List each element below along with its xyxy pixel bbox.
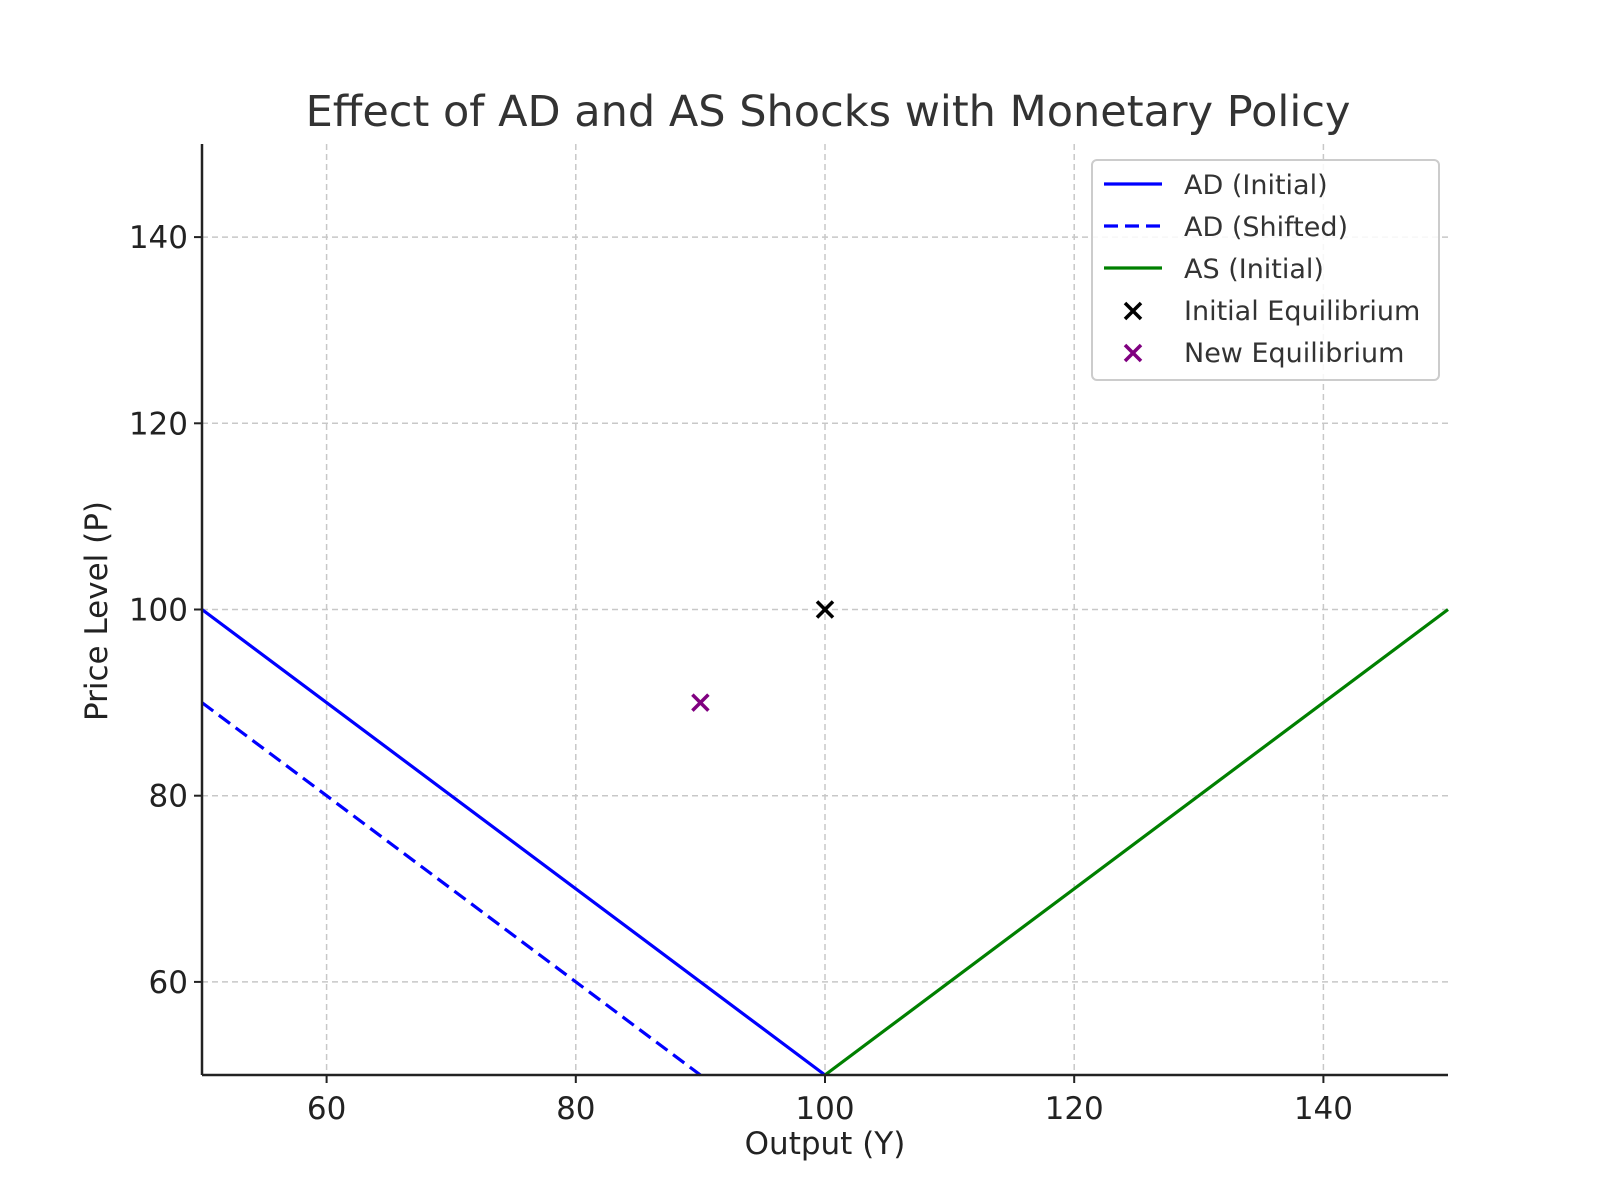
legend-item-ad-initial: AD (Initial) bbox=[1104, 170, 1328, 201]
legend-label-initial-equilibrium: Initial Equilibrium bbox=[1184, 296, 1420, 327]
series-layer bbox=[201, 600, 1449, 1077]
legend-label-new-equilibrium: New Equilibrium bbox=[1184, 338, 1404, 369]
legend-item-as-initial: AS (Initial) bbox=[1104, 254, 1324, 285]
marker-initial-equilibrium bbox=[815, 600, 835, 619]
chart-title: Effect of AD and AS Shocks with Monetary… bbox=[306, 87, 1351, 137]
legend-item-new-equilibrium: New Equilibrium bbox=[1123, 338, 1404, 369]
legend: AD (Initial) AD (Shifted) AS (Initial) Init… bbox=[1091, 159, 1440, 381]
series-as-initial bbox=[824, 608, 1449, 1077]
y-tick-label-100: 100 bbox=[129, 593, 188, 629]
legend-swatch-new-equilibrium bbox=[1123, 343, 1143, 363]
legend-item-ad-shifted: AD (Shifted) bbox=[1104, 212, 1348, 243]
y-tick-label-80: 80 bbox=[149, 779, 188, 815]
series-ad-initial bbox=[201, 608, 826, 1077]
legend-label-as-initial: AS (Initial) bbox=[1184, 254, 1324, 285]
legend-item-initial-equilibrium: Initial Equilibrium bbox=[1123, 296, 1420, 327]
legend-swatch-initial-equilibrium bbox=[1123, 301, 1143, 321]
y-tick-label-120: 120 bbox=[129, 406, 188, 442]
x-tick-label-120: 120 bbox=[1045, 1091, 1104, 1127]
ticks: 60 80 100 120 140 60 80 100 120 140 bbox=[129, 220, 1353, 1127]
x-axis-label: Output (Y) bbox=[745, 1126, 906, 1162]
x-tick-label-60: 60 bbox=[307, 1091, 346, 1127]
y-axis-label: Price Level (P) bbox=[79, 501, 115, 721]
x-tick-label-140: 140 bbox=[1294, 1091, 1353, 1127]
legend-label-ad-shifted: AD (Shifted) bbox=[1184, 212, 1348, 243]
x-tick-label-80: 80 bbox=[556, 1091, 595, 1127]
y-tick-label-140: 140 bbox=[129, 220, 188, 256]
series-ad-shifted bbox=[201, 701, 702, 1077]
marker-new-equilibrium bbox=[691, 693, 710, 712]
legend-label-ad-initial: AD (Initial) bbox=[1184, 170, 1328, 201]
x-tick-label-100: 100 bbox=[795, 1091, 854, 1127]
y-tick-label-60: 60 bbox=[149, 965, 188, 1001]
legend-box bbox=[1091, 159, 1440, 381]
